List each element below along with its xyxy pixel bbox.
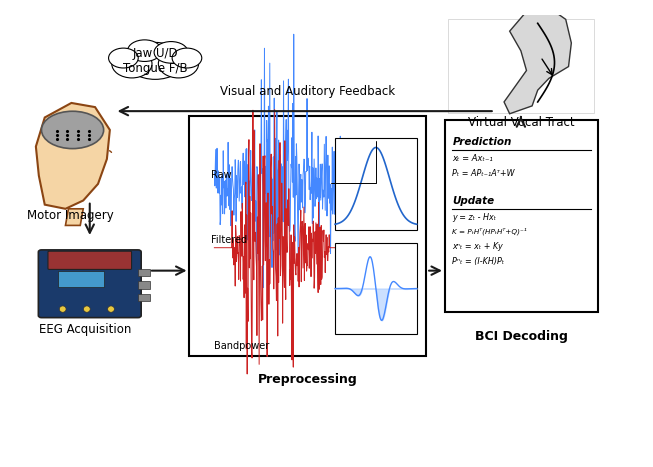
Ellipse shape	[112, 50, 152, 78]
Ellipse shape	[172, 48, 202, 68]
Text: Update: Update	[453, 196, 494, 206]
Text: Filtered: Filtered	[211, 235, 247, 245]
Text: y = zₜ - Hxₜ: y = zₜ - Hxₜ	[453, 213, 496, 222]
Ellipse shape	[158, 50, 199, 78]
Bar	[138, 281, 150, 289]
Text: Bandpower: Bandpower	[214, 341, 270, 351]
Text: Raw: Raw	[211, 170, 232, 180]
Bar	[189, 115, 426, 356]
FancyBboxPatch shape	[39, 250, 141, 318]
Text: Visual and Auditory Feedback: Visual and Auditory Feedback	[220, 85, 395, 98]
Ellipse shape	[42, 111, 104, 149]
Ellipse shape	[126, 42, 184, 79]
Ellipse shape	[84, 306, 90, 312]
FancyArrowPatch shape	[110, 151, 112, 152]
Ellipse shape	[108, 306, 114, 312]
Ellipse shape	[59, 306, 66, 312]
Text: Motor Imagery: Motor Imagery	[27, 210, 114, 222]
Ellipse shape	[154, 42, 188, 63]
Text: Preprocessing: Preprocessing	[258, 373, 358, 386]
Bar	[138, 269, 150, 276]
Polygon shape	[504, 7, 571, 114]
Text: BCI Decoding: BCI Decoding	[475, 330, 567, 343]
Bar	[138, 294, 150, 302]
Text: K = PₜHᵀ(HPₜHᵀ+Q)⁻¹: K = PₜHᵀ(HPₜHᵀ+Q)⁻¹	[453, 228, 527, 235]
Text: Pₜ = APₜ₋₁Aᵀ+W: Pₜ = APₜ₋₁Aᵀ+W	[453, 169, 515, 178]
Bar	[335, 138, 417, 230]
Text: xₜ = Axₜ₋₁: xₜ = Axₜ₋₁	[453, 154, 493, 163]
Polygon shape	[65, 209, 83, 226]
FancyBboxPatch shape	[48, 251, 131, 269]
Text: xⁿₜ = xₜ + Ky: xⁿₜ = xₜ + Ky	[453, 242, 503, 251]
Bar	[445, 120, 597, 312]
Text: Pⁿₜ = (I-KH)Pₜ: Pⁿₜ = (I-KH)Pₜ	[453, 257, 505, 266]
Bar	[448, 19, 594, 113]
Polygon shape	[36, 103, 110, 209]
Bar	[335, 243, 417, 334]
Ellipse shape	[108, 48, 138, 68]
Text: Jaw U/D
Tongue F/B: Jaw U/D Tongue F/B	[123, 47, 187, 75]
Ellipse shape	[127, 40, 161, 62]
Text: EEG Acquisition: EEG Acquisition	[39, 323, 131, 336]
Bar	[58, 271, 104, 287]
Text: Virtual Vocal Tract: Virtual Vocal Tract	[468, 116, 574, 129]
Text: Prediction: Prediction	[453, 137, 512, 148]
